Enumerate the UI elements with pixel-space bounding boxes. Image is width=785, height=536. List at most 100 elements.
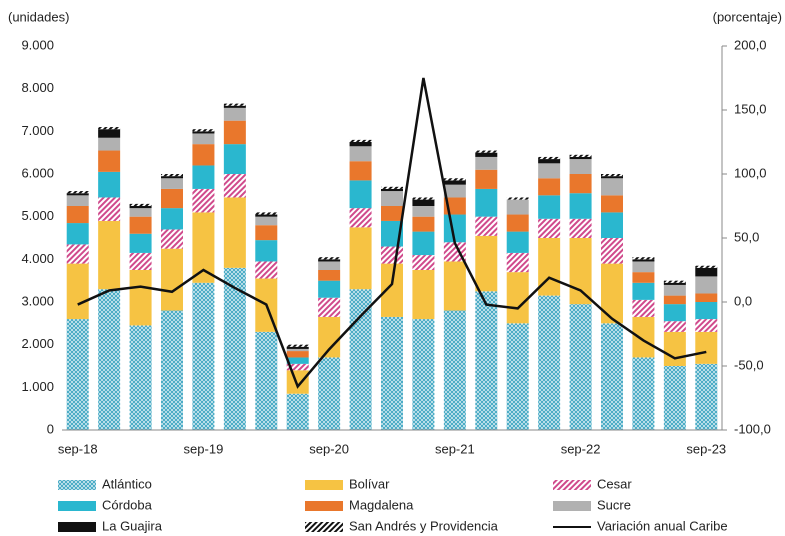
bar-segment (192, 144, 215, 166)
bar-segment (161, 188, 183, 209)
legend-label: Córdoba (102, 497, 153, 512)
bar-segment (538, 195, 561, 219)
bar-segment (192, 133, 215, 145)
bar-segment (349, 161, 372, 181)
bar-segment (255, 212, 278, 215)
legend-swatch (58, 522, 96, 532)
bar-segment (381, 186, 403, 189)
bar-segment (632, 282, 655, 300)
bar-segment (569, 304, 592, 430)
bar-segment (98, 150, 121, 172)
bar-segment (318, 297, 341, 317)
bar-segment (663, 284, 686, 296)
bar-segment (381, 191, 403, 206)
bar-segment (66, 195, 89, 206)
bar-segment (506, 252, 529, 273)
bar-segment (695, 265, 718, 268)
legend-label: La Guajira (102, 518, 163, 533)
bar-segment (506, 323, 529, 430)
bar-segment (663, 282, 686, 285)
bar-segment (538, 159, 561, 164)
bar-segment (161, 208, 183, 230)
x-tick-label: sep-18 (58, 441, 98, 456)
y2-tick-label: 50,0 (734, 229, 759, 244)
bar-segment (255, 331, 278, 430)
bar-segment (66, 244, 89, 264)
bar-segment (286, 351, 309, 358)
bar-segment (129, 206, 152, 209)
bar-segment (223, 197, 246, 268)
bar-segment (443, 180, 466, 185)
legend-swatch (553, 501, 591, 511)
bar-segment (475, 291, 498, 430)
bar-segment (223, 174, 246, 198)
bar-segment (223, 107, 246, 121)
legend-swatch (58, 501, 96, 511)
y-tick-label: 8.000 (21, 80, 54, 95)
bar-segment (286, 363, 309, 371)
bar-segment (663, 280, 686, 283)
bar-segment (129, 203, 152, 206)
y2-axis-title: (porcentaje) (713, 9, 782, 24)
y-tick-label: 7.000 (21, 123, 54, 138)
bar-segment (695, 276, 718, 294)
bar-segment (695, 302, 718, 320)
bar-segment (632, 299, 655, 317)
bar-segment (223, 144, 246, 174)
y-axis-title: (unidades) (8, 9, 69, 24)
bar-segment (349, 289, 372, 430)
bar-segment (443, 310, 466, 430)
bar-segment (129, 208, 152, 217)
bar-segment (66, 193, 89, 196)
bar-segment (129, 325, 152, 430)
bar-segment (66, 206, 89, 224)
bar-segment (318, 280, 341, 298)
legend-swatch (305, 501, 343, 511)
bar-segment (506, 197, 529, 200)
bar-segment (381, 246, 403, 264)
bar-segment (412, 216, 435, 232)
bar-segment (475, 150, 498, 153)
y-tick-label: 2.000 (21, 336, 54, 351)
bar-segment (443, 214, 466, 243)
bar-segment (98, 197, 121, 221)
bar-segment (318, 270, 341, 281)
bar-segment (349, 208, 372, 228)
bar-segment (223, 267, 246, 430)
bar-segment (129, 216, 152, 234)
legend-label: Cesar (597, 476, 632, 491)
bar-segment (192, 129, 215, 132)
bar-segment (475, 216, 498, 236)
bar-segment (192, 188, 215, 213)
bar-segment (663, 295, 686, 305)
bar-segment (192, 282, 215, 430)
bar-segment (349, 142, 372, 147)
bar-segment (349, 227, 372, 290)
line-series (77, 77, 707, 389)
bar-segment (601, 263, 623, 324)
bar-segment (601, 323, 623, 430)
y2-tick-label: 100,0 (734, 165, 767, 180)
legend-label: Sucre (597, 497, 631, 512)
y2-tick-label: -50,0 (734, 357, 764, 372)
bar-segment (443, 261, 466, 311)
bar-segment (443, 184, 466, 198)
bar-segment (538, 238, 561, 296)
bar-segment (475, 188, 498, 217)
bar-segment (412, 231, 435, 256)
bar-segment (223, 105, 246, 108)
bar-segment (695, 363, 718, 430)
bar-segment (412, 199, 435, 206)
bar-segment (286, 348, 309, 352)
y-tick-label: 1.000 (21, 379, 54, 394)
legend-swatch (305, 522, 343, 532)
bar-segment (66, 223, 89, 245)
bar-segment (98, 137, 121, 151)
bar-segment (601, 174, 623, 177)
y-tick-label: 3.000 (21, 293, 54, 308)
bar-segment (601, 195, 623, 213)
bar-segment (255, 240, 278, 262)
legend-label: Magdalena (349, 497, 414, 512)
y2-tick-label: 200,0 (734, 37, 767, 52)
